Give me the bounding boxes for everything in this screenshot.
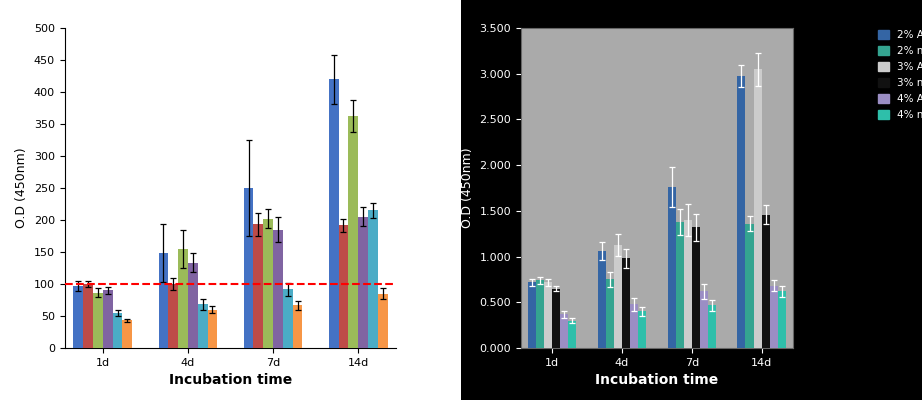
Bar (112, 313, 123, 348)
Bar (159, 253, 169, 348)
Y-axis label: O.D (450nm): O.D (450nm) (15, 148, 29, 228)
Bar (552, 288, 561, 348)
Bar (770, 286, 777, 348)
Bar (638, 312, 646, 348)
Bar (738, 76, 746, 348)
Bar (561, 314, 568, 348)
Legend: 2% Alg/1.5, 2% no pore, 3% Alg/1.5, 3% no pore, 4% Alg/1.5, 4% no pore: 2% Alg/1.5, 2% no pore, 3% Alg/1.5, 3% n… (878, 30, 922, 120)
Bar (358, 217, 368, 348)
Bar (614, 245, 622, 348)
Bar (103, 290, 112, 348)
Bar (708, 305, 715, 348)
Bar (368, 210, 378, 348)
Y-axis label: O.D (450nm): O.D (450nm) (461, 148, 474, 228)
Bar (622, 258, 630, 348)
Bar (746, 224, 753, 348)
Bar (188, 263, 197, 348)
Bar (684, 220, 692, 348)
Bar (123, 320, 132, 348)
Bar (338, 225, 349, 348)
Bar (777, 291, 786, 348)
Bar (537, 280, 544, 348)
Bar (568, 320, 576, 348)
Bar (283, 289, 292, 348)
Bar (169, 284, 178, 348)
Bar (264, 219, 273, 348)
Bar (349, 116, 358, 348)
Bar (83, 284, 93, 348)
Bar (329, 79, 338, 348)
Bar (544, 282, 552, 348)
Bar (630, 304, 638, 348)
Bar (254, 224, 264, 348)
X-axis label: Incubation time: Incubation time (596, 373, 718, 387)
Bar (668, 187, 676, 348)
Bar (700, 291, 708, 348)
Bar (598, 251, 606, 348)
Bar (378, 294, 387, 348)
Bar (762, 214, 770, 348)
Bar (273, 230, 283, 348)
Bar (676, 222, 684, 348)
Bar (692, 227, 700, 348)
Bar (528, 282, 537, 348)
Bar (178, 249, 188, 348)
Legend: 2% Alg/1.5, 2% no pore, 3% Alg/1.5, 3% no pore, 4% Alg/1.5, 4% no pore: 2% Alg/1.5, 2% no pore, 3% Alg/1.5, 3% n… (495, 30, 573, 120)
X-axis label: Incubation time: Incubation time (169, 373, 292, 387)
Bar (197, 304, 207, 348)
Bar (93, 293, 103, 348)
Bar (292, 305, 302, 348)
Bar (753, 69, 762, 348)
Bar (606, 280, 614, 348)
Bar (243, 188, 254, 348)
Bar (207, 310, 218, 348)
Bar (74, 286, 83, 348)
